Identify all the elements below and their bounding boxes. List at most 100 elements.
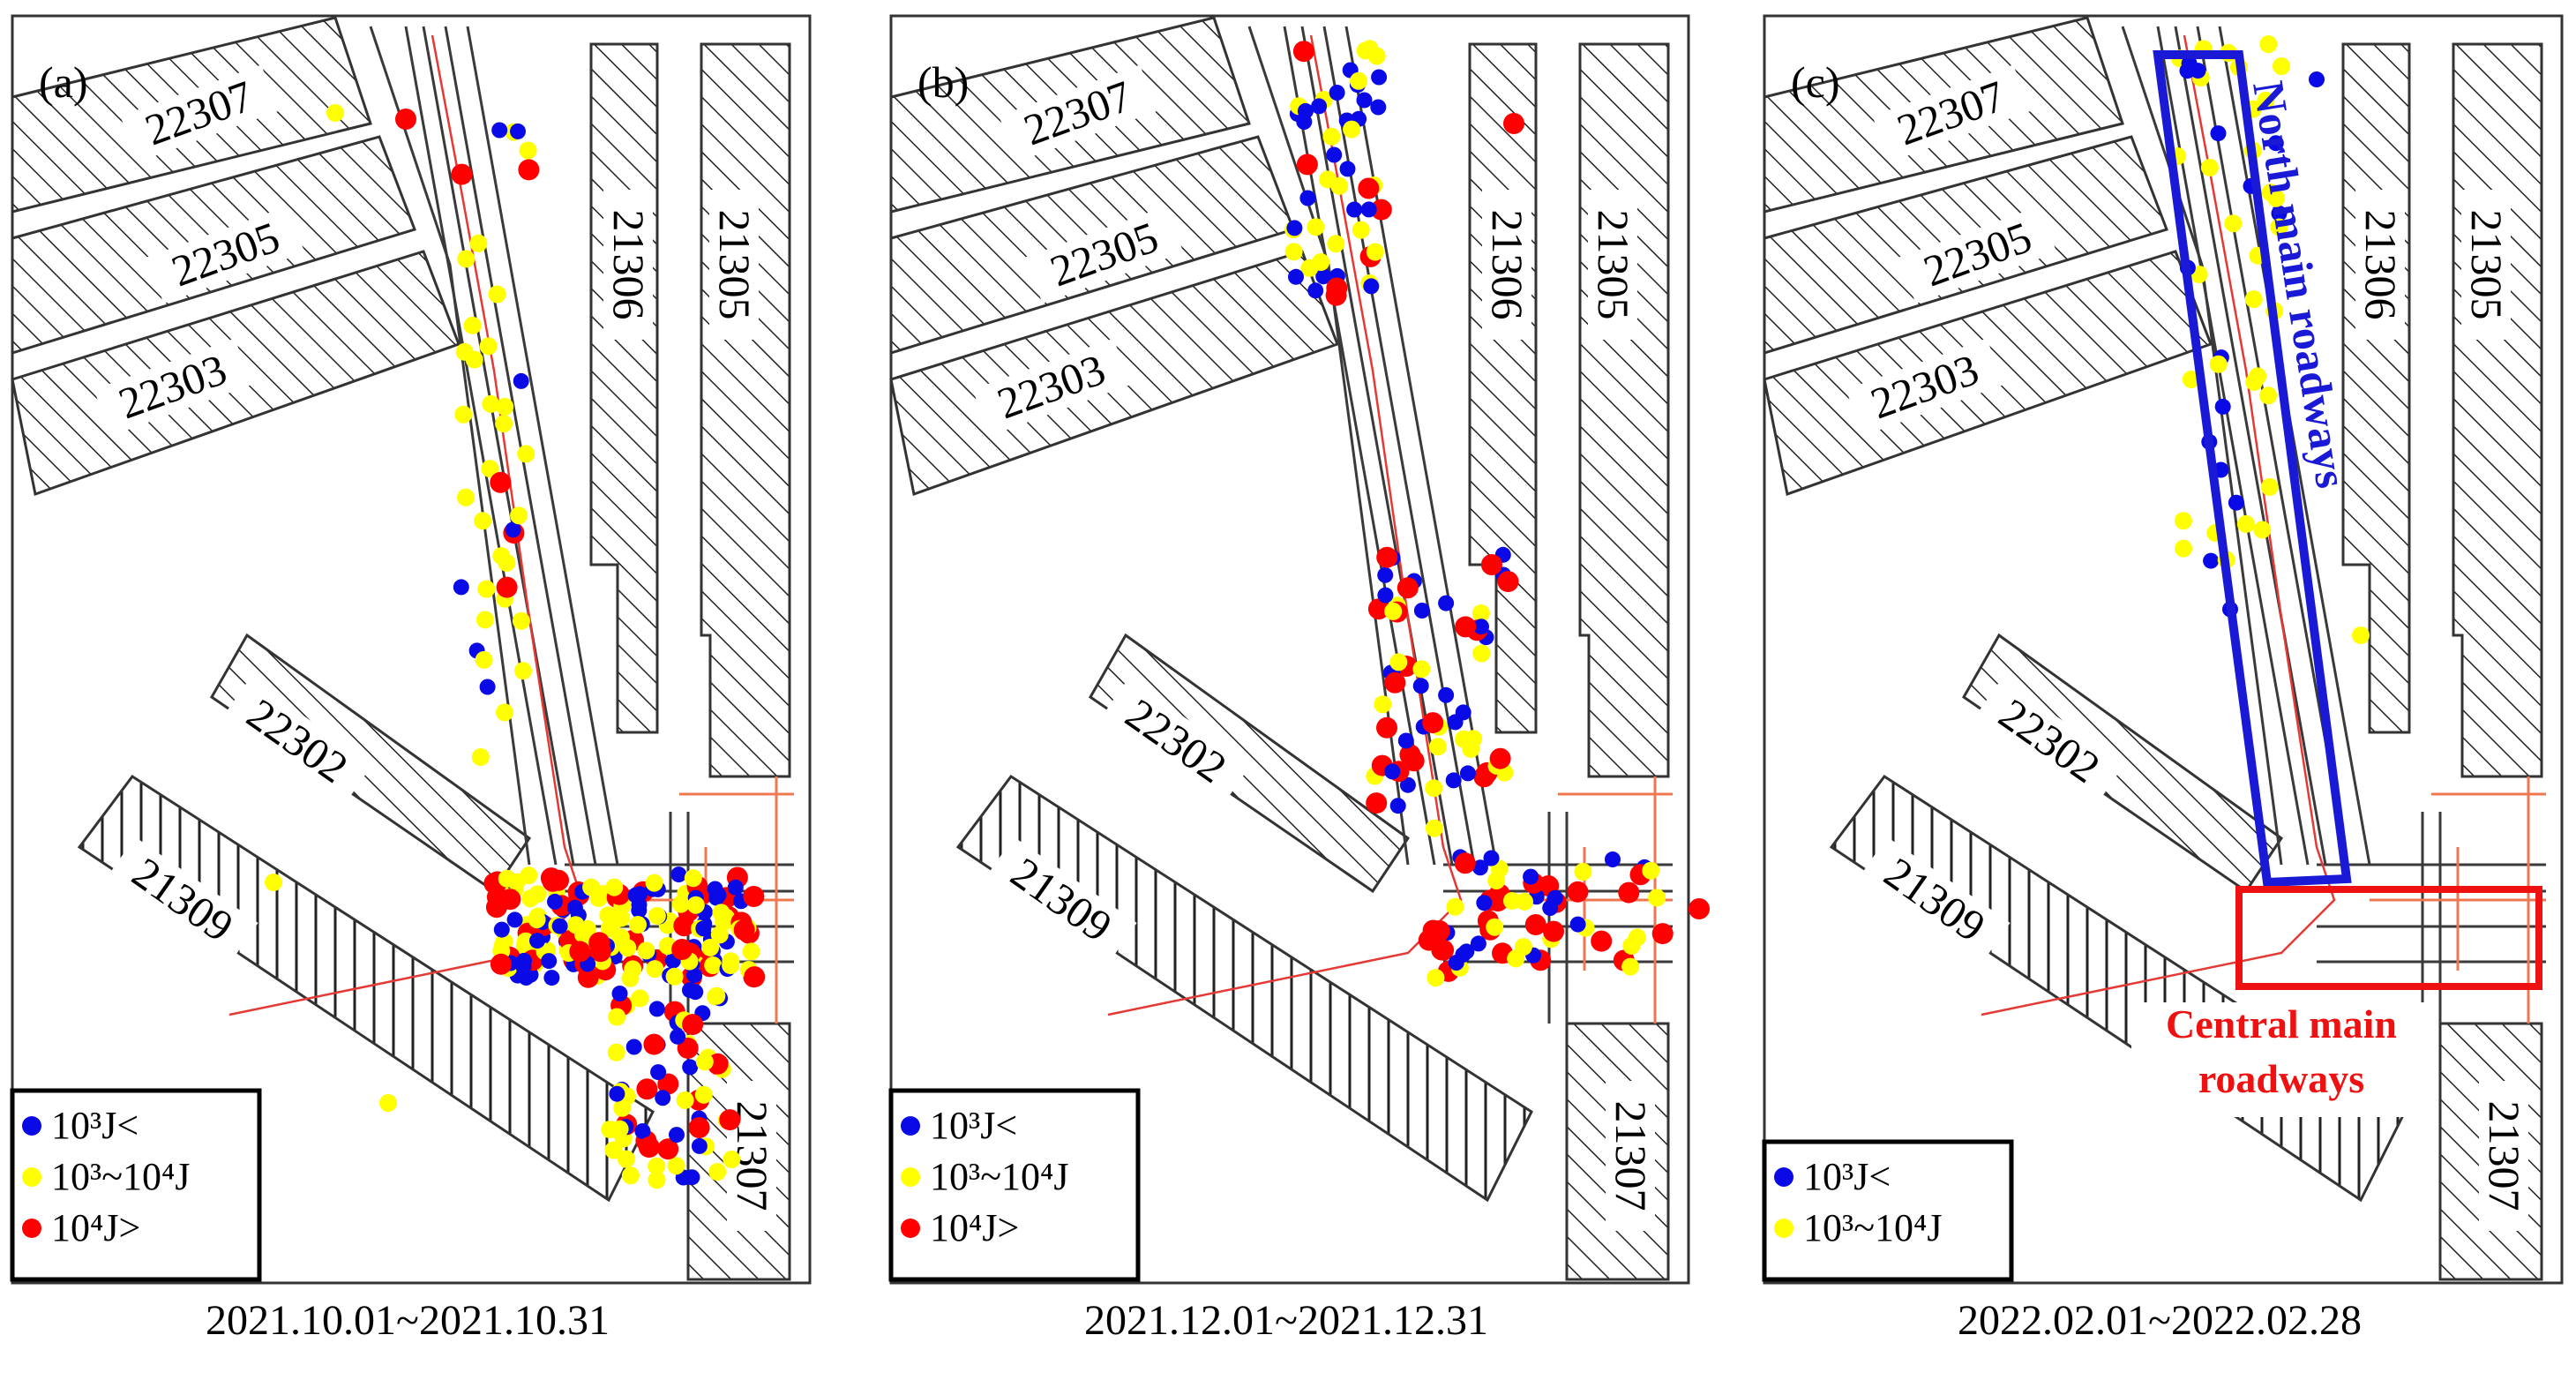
seismic-event-large (569, 941, 591, 963)
seismic-event-large (589, 941, 611, 963)
roadway-line (404, 26, 558, 866)
seismic-event-medium (1462, 739, 1480, 758)
seismic-event-small (1438, 686, 1455, 703)
seismic-event-medium (704, 956, 723, 974)
seismic-event-small (506, 911, 523, 928)
seismic-event-medium (2267, 189, 2286, 207)
seismic-event-medium (2236, 514, 2255, 533)
panel-21309 (955, 774, 1533, 1203)
seismic-event-small (1377, 566, 1394, 583)
legend-label-medium: 10³~10⁴J (930, 1155, 1068, 1198)
seismic-event-large (733, 919, 755, 941)
panel-id-label: 21306 (2355, 190, 2406, 340)
events-layer (1284, 40, 1710, 987)
seismic-event-small (1371, 69, 1388, 86)
seismic-event-medium (2352, 626, 2370, 644)
seismic-event-small (1329, 85, 1345, 101)
seismic-event-medium (637, 941, 655, 960)
seismic-event-medium (676, 1091, 694, 1109)
seismic-event-small (1339, 161, 1356, 177)
seismic-event-medium (496, 703, 513, 722)
seismic-event-small (611, 986, 628, 1001)
seismic-event-small (1605, 851, 1621, 867)
seismic-event-small (1356, 92, 1373, 109)
seismic-event-medium (2259, 386, 2278, 405)
seismic-event-small (1346, 201, 1363, 218)
seismic-event-medium (1412, 660, 1431, 679)
seismic-event-medium (2174, 512, 2192, 530)
seismic-event-small (1326, 146, 1343, 163)
seismic-event-medium (1425, 819, 1443, 837)
panel-id-label: 21305 (709, 190, 760, 340)
seismic-event-large (657, 1138, 679, 1160)
panel-id-bg (1588, 190, 1637, 340)
seismic-event-medium (695, 1053, 714, 1071)
seismic-event-large (1480, 554, 1502, 575)
seismic-event-medium (1574, 863, 1592, 881)
seismic-event-small (695, 920, 712, 937)
panel-id-label: 21306 (1482, 190, 1532, 340)
seismic-event-small (1389, 798, 1406, 814)
seismic-event-large (1455, 616, 1477, 638)
panel-id-bg (1846, 338, 2004, 437)
seismic-event-medium (618, 939, 637, 957)
seismic-event-medium (694, 1085, 713, 1104)
legend-label-small: 10³J< (1803, 1155, 1891, 1198)
panel-21305 (700, 42, 791, 778)
seismic-event-medium (1384, 602, 1403, 620)
central-roadways-label-line2: roadways (2198, 1056, 2364, 1101)
seismic-event-large (1543, 920, 1564, 942)
seismic-event-small (634, 1123, 651, 1139)
seismic-event-small (1542, 900, 1559, 916)
seismic-event-small (1473, 619, 1489, 635)
panel-id-bg (107, 836, 258, 964)
legend: 10³J< 10³~10⁴J 10⁴J> (888, 1088, 1141, 1282)
seismic-event-medium (1487, 872, 1506, 889)
seismic-event-medium (610, 1120, 629, 1138)
panel-21309 (77, 774, 655, 1203)
seismic-event-large (688, 1117, 710, 1138)
seismic-event-medium (455, 342, 474, 361)
seismic-event-small (1399, 776, 1416, 793)
seismic-event-medium (566, 916, 585, 934)
seismic-event-small (655, 1090, 671, 1106)
seismic-event-medium (2260, 477, 2279, 496)
seismic-event-small (684, 1169, 700, 1186)
seismic-event-medium (475, 650, 493, 669)
orange-line (2370, 776, 2546, 1024)
seismic-event-medium (2244, 290, 2263, 309)
seismic-event-large (1618, 881, 1640, 904)
seismic-event-small (541, 953, 558, 970)
seismic-event-small (1459, 765, 1476, 782)
seismic-event-medium (1516, 892, 1533, 911)
seismic-event-small (1471, 859, 1488, 876)
seismic-event-small (1360, 201, 1377, 218)
seismic-event-medium (742, 942, 760, 961)
seismic-event-medium (1486, 918, 1504, 936)
seismic-event-small (566, 899, 583, 916)
seismic-event-small (650, 1064, 667, 1081)
panel-id-text: 21305 (1589, 210, 1638, 320)
legend-label-small: 10³J< (51, 1104, 139, 1147)
panel-id-bg (1025, 206, 1184, 304)
roadway-line (422, 26, 575, 866)
seismic-event-medium (605, 878, 624, 896)
seismic-event-small (687, 984, 704, 1001)
seismic-event-medium (2224, 214, 2243, 233)
seismic-event-small (493, 921, 510, 938)
legend-marker-small (901, 1116, 920, 1136)
seismic-event-medium (379, 1094, 397, 1112)
seismic-event-medium (2257, 91, 2275, 109)
seismic-event-medium (710, 926, 729, 944)
seismic-event-medium (510, 506, 528, 525)
seismic-event-medium (474, 512, 492, 530)
seismic-event-medium (1428, 738, 1447, 756)
seismic-event-small (1448, 955, 1464, 971)
panel-id-text: 21306 (604, 210, 654, 320)
legend-marker-small (22, 1116, 41, 1136)
seismic-event-medium (1343, 120, 1361, 139)
seismic-event-medium (1389, 653, 1408, 671)
panel-id-bg (1859, 836, 2011, 964)
seismic-event-medium (722, 956, 740, 974)
